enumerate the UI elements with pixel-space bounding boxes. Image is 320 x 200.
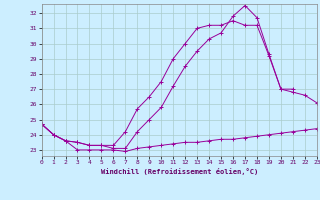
X-axis label: Windchill (Refroidissement éolien,°C): Windchill (Refroidissement éolien,°C)	[100, 168, 258, 175]
